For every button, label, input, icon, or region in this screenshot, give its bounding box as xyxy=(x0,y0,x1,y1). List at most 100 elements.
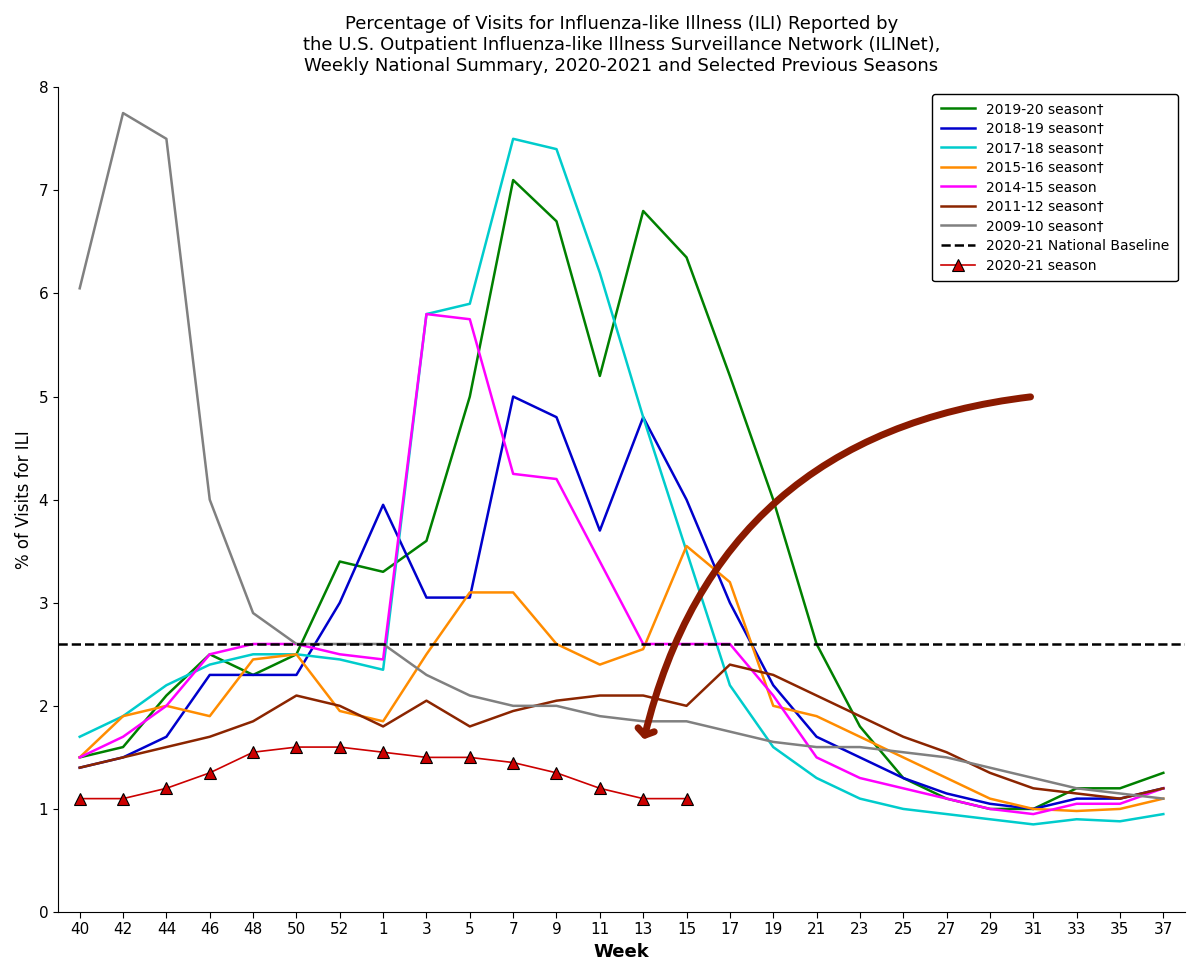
2018-19 season† xyxy=(1069,793,1084,804)
2014-15 season xyxy=(116,731,131,743)
2020-21 season xyxy=(550,767,564,779)
2011-12 season† xyxy=(116,752,131,763)
2017-18 season† xyxy=(940,808,954,820)
Line: 2015-16 season†: 2015-16 season† xyxy=(79,546,1163,811)
2015-16 season† xyxy=(1069,805,1084,817)
2011-12 season† xyxy=(853,711,868,722)
2020-21 season xyxy=(463,752,478,763)
2014-15 season xyxy=(1156,783,1170,794)
2018-19 season† xyxy=(940,788,954,799)
2018-19 season† xyxy=(983,798,997,810)
2014-15 season xyxy=(809,752,823,763)
2011-12 season† xyxy=(940,747,954,758)
2019-20 season† xyxy=(593,370,607,382)
2014-15 season xyxy=(203,648,217,660)
2019-20 season† xyxy=(1069,783,1084,794)
2019-20 season† xyxy=(896,772,911,784)
2015-16 season† xyxy=(160,700,174,712)
X-axis label: Week: Week xyxy=(594,943,649,961)
2015-16 season† xyxy=(940,772,954,784)
2009-10 season† xyxy=(593,711,607,722)
2011-12 season† xyxy=(419,695,433,707)
2011-12 season† xyxy=(983,767,997,779)
2017-18 season† xyxy=(983,813,997,825)
2018-19 season† xyxy=(116,752,131,763)
2018-19 season† xyxy=(160,731,174,743)
2009-10 season† xyxy=(376,638,390,650)
2017-18 season† xyxy=(896,803,911,815)
2015-16 season† xyxy=(636,643,650,655)
2020-21 season xyxy=(160,783,174,794)
2009-10 season† xyxy=(506,700,521,712)
2011-12 season† xyxy=(1069,788,1084,799)
2011-12 season† xyxy=(593,690,607,702)
2011-12 season† xyxy=(766,670,780,681)
2018-19 season† xyxy=(1026,803,1040,815)
2011-12 season† xyxy=(506,705,521,716)
2009-10 season† xyxy=(289,638,304,650)
2018-19 season† xyxy=(1156,783,1170,794)
2009-10 season† xyxy=(1026,772,1040,784)
2018-19 season† xyxy=(203,670,217,681)
2011-12 season† xyxy=(722,659,737,671)
2019-20 season† xyxy=(160,690,174,702)
2020-21 season xyxy=(679,793,694,804)
2019-20 season† xyxy=(419,535,433,547)
2017-18 season† xyxy=(1069,813,1084,825)
2017-18 season† xyxy=(463,298,478,309)
2014-15 season xyxy=(376,654,390,666)
2009-10 season† xyxy=(203,494,217,506)
Line: 2018-19 season†: 2018-19 season† xyxy=(79,396,1163,809)
2019-20 season† xyxy=(506,174,521,185)
2015-16 season† xyxy=(419,648,433,660)
2020-21 season xyxy=(332,741,347,752)
2019-20 season† xyxy=(116,741,131,752)
2009-10 season† xyxy=(463,690,478,702)
2014-15 season xyxy=(722,638,737,650)
2017-18 season† xyxy=(1026,819,1040,831)
Y-axis label: % of Visits for ILI: % of Visits for ILI xyxy=(16,430,34,569)
2009-10 season† xyxy=(246,607,260,619)
2009-10 season† xyxy=(1112,788,1127,799)
2020-21 season xyxy=(72,793,86,804)
2020-21 season xyxy=(506,756,521,768)
2019-20 season† xyxy=(203,648,217,660)
2011-12 season† xyxy=(289,690,304,702)
2018-19 season† xyxy=(463,591,478,603)
2011-12 season† xyxy=(636,690,650,702)
2018-19 season† xyxy=(722,597,737,609)
2009-10 season† xyxy=(1156,793,1170,804)
2015-16 season† xyxy=(766,700,780,712)
2009-10 season† xyxy=(679,715,694,727)
Line: 2014-15 season: 2014-15 season xyxy=(79,314,1163,814)
2019-20 season† xyxy=(550,216,564,227)
2015-16 season† xyxy=(376,715,390,727)
2018-19 season† xyxy=(332,597,347,609)
2020-21 season xyxy=(116,793,131,804)
2017-18 season† xyxy=(766,741,780,752)
2019-20 season† xyxy=(766,494,780,506)
Line: 2011-12 season†: 2011-12 season† xyxy=(79,665,1163,798)
2018-19 season† xyxy=(419,591,433,603)
2015-16 season† xyxy=(896,752,911,763)
2011-12 season† xyxy=(1156,783,1170,794)
2014-15 season xyxy=(853,772,868,784)
2015-16 season† xyxy=(1112,803,1127,815)
2019-20 season† xyxy=(809,638,823,650)
2014-15 season xyxy=(506,468,521,480)
2020-21 season xyxy=(203,767,217,779)
2017-18 season† xyxy=(72,731,86,743)
Line: 2020-21 season: 2020-21 season xyxy=(73,741,692,805)
2020-21 National Baseline xyxy=(72,638,86,650)
2011-12 season† xyxy=(679,700,694,712)
2009-10 season† xyxy=(896,747,911,758)
2017-18 season† xyxy=(1112,816,1127,828)
2014-15 season xyxy=(463,313,478,325)
2017-18 season† xyxy=(809,772,823,784)
2017-18 season† xyxy=(506,133,521,144)
2015-16 season† xyxy=(203,711,217,722)
2020-21 National Baseline xyxy=(116,638,131,650)
2014-15 season xyxy=(550,473,564,485)
2014-15 season xyxy=(419,308,433,320)
Title: Percentage of Visits for Influenza-like Illness (ILI) Reported by
the U.S. Outpa: Percentage of Visits for Influenza-like … xyxy=(302,15,941,74)
